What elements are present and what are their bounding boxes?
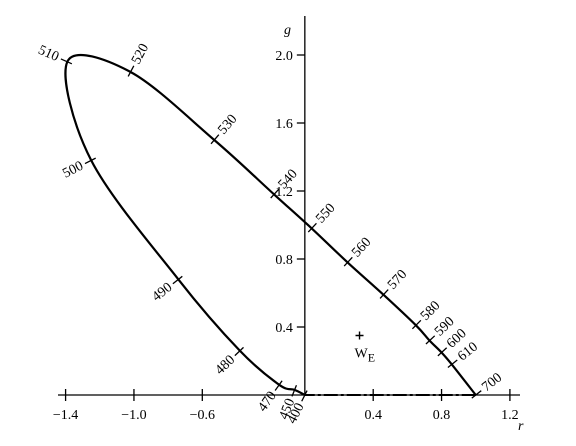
wavelength-label: 500 <box>60 159 86 182</box>
wavelength-label: 530 <box>215 112 240 138</box>
y-tick-label: 1.6 <box>275 117 293 132</box>
wavelength-tick <box>274 380 283 391</box>
wavelength-label: 550 <box>313 201 338 227</box>
wavelength-tick <box>210 134 220 145</box>
x-tick-label: 0.4 <box>364 408 382 423</box>
x-tick-label: −1.4 <box>53 408 78 423</box>
wavelength-label: 510 <box>36 43 61 65</box>
wavelength-tick <box>379 289 389 299</box>
wavelength-tick <box>411 319 422 330</box>
wavelength-label: 520 <box>129 41 152 67</box>
white-point-letter: W <box>355 347 369 362</box>
x-tick-label: 0.8 <box>433 408 451 423</box>
y-tick-label: 1.2 <box>275 185 293 200</box>
wavelength-tick <box>127 65 135 77</box>
wavelength-label: 570 <box>385 267 410 293</box>
x-axis-label: r <box>518 419 524 434</box>
spectral-locus <box>64 53 477 396</box>
white-point <box>355 331 364 340</box>
x-tick-label: 1.2 <box>501 408 519 423</box>
wavelength-label: 580 <box>418 298 443 323</box>
y-tick-label: 0.4 <box>275 321 293 336</box>
white-point-subscript: E <box>368 351 375 365</box>
wavelength-tick <box>301 390 308 402</box>
wavelength-label: 490 <box>150 280 176 305</box>
wavelength-label: 450 <box>277 397 299 422</box>
x-tick-label: −0.6 <box>190 408 215 423</box>
x-tick-label: −1.0 <box>121 408 146 423</box>
wavelength-tick <box>84 157 96 165</box>
wavelength-tick <box>234 346 244 357</box>
wavelength-tick <box>291 385 298 397</box>
wavelength-label: 560 <box>349 235 374 261</box>
y-axis-label: g <box>284 23 291 38</box>
wavelength-tick <box>172 275 183 285</box>
wavelength-tick <box>270 188 280 199</box>
wavelength-label: 470 <box>255 389 279 415</box>
wavelength-label: 700 <box>479 370 505 395</box>
wavelength-tick <box>60 58 73 65</box>
wavelength-tick <box>437 347 448 357</box>
wavelength-label: 480 <box>213 353 239 378</box>
wavelength-tick <box>471 390 482 399</box>
wavelength-tick <box>343 256 353 267</box>
y-tick-label: 0.8 <box>275 253 293 268</box>
wavelength-tick <box>425 335 436 345</box>
y-tick-label: 2.0 <box>275 49 293 64</box>
wavelength-tick <box>447 359 458 369</box>
wavelength-tick <box>307 222 317 233</box>
white-point-label: WE <box>355 347 376 365</box>
